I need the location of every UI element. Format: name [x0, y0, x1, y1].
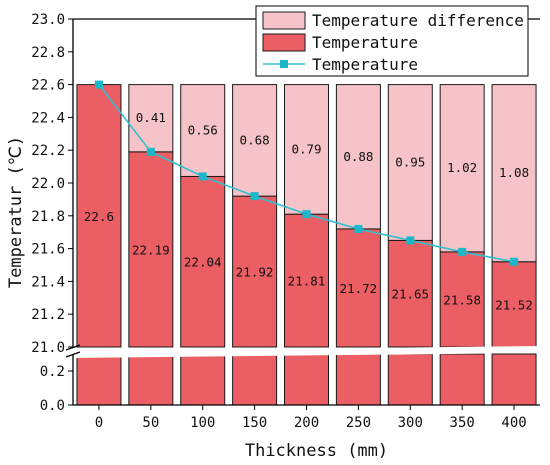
- bar-temperature-lower: [232, 353, 278, 406]
- legend-label-temperature-line: Temperature: [312, 55, 418, 74]
- bar-temperature-lower: [491, 353, 537, 406]
- data-label-temperature-difference: 0.79: [291, 141, 321, 156]
- line-marker: [302, 210, 311, 219]
- y-tick-label: 22.4: [31, 110, 65, 126]
- y-tick-label: 22.2: [31, 143, 65, 159]
- data-label-temperature: 21.58: [443, 292, 481, 307]
- axis-break-mark: [65, 351, 81, 358]
- legend-label-temperature: Temperature: [312, 33, 418, 52]
- bar-temperature: [491, 261, 537, 348]
- data-label-temperature: 21.65: [391, 287, 429, 302]
- bar-temperature-lower: [76, 353, 122, 406]
- data-label-temperature-difference: 0.95: [395, 155, 425, 170]
- bar-temperature-lower: [387, 353, 433, 406]
- bar-temperature: [387, 239, 433, 348]
- x-tick-label: 350: [450, 415, 475, 431]
- data-label-temperature: 22.19: [132, 242, 170, 257]
- x-tick-label: 50: [142, 415, 159, 431]
- bar-temperature: [232, 195, 278, 348]
- bar-temperature-lower: [180, 353, 226, 406]
- data-label-temperature: 22.04: [184, 255, 222, 270]
- y-tick-label: 21.8: [31, 209, 65, 225]
- line-marker: [250, 192, 259, 201]
- data-label-temperature-difference: 0.68: [240, 132, 270, 147]
- bar-temperature-difference: [491, 84, 537, 263]
- y-tick-label: 22.6: [31, 78, 65, 94]
- bar-temperature-difference: [387, 84, 433, 241]
- data-label-temperature: 21.92: [236, 265, 274, 280]
- legend-swatch-temperature: [262, 33, 306, 52]
- bar-temperature: [180, 175, 226, 348]
- bar-temperature-lower: [284, 353, 329, 406]
- y-axis-title: Temperatur (℃): [6, 136, 26, 288]
- bar-temperature: [335, 228, 381, 348]
- data-label-temperature-difference: 1.02: [447, 160, 477, 175]
- bar-temperature: [284, 213, 329, 348]
- bar-temperature-difference: [439, 84, 485, 253]
- bar-temperature-difference: [335, 84, 381, 230]
- data-label-temperature: 21.72: [340, 281, 378, 296]
- line-marker: [354, 224, 363, 233]
- y-tick-label: 21.4: [31, 274, 65, 290]
- line-marker: [458, 247, 467, 256]
- bars: [76, 84, 537, 406]
- data-label-temperature: 21.81: [288, 274, 326, 289]
- y-tick-label: 23.0: [31, 12, 65, 28]
- axis-break-gap: [67, 346, 542, 358]
- x-tick-label: 400: [501, 415, 526, 431]
- data-label-temperature-difference: 0.88: [343, 149, 373, 164]
- x-tick-label: 100: [190, 415, 215, 431]
- bar-temperature: [128, 151, 174, 348]
- data-label-temperature: 21.52: [495, 297, 533, 312]
- y-tick-label: 0.2: [40, 364, 65, 380]
- bar-temperature: [76, 84, 122, 348]
- y-tick-label: 0.0: [40, 398, 65, 414]
- y-tick-label: 21.0: [31, 340, 65, 356]
- legend-swatch-marker: [280, 60, 288, 68]
- bar-temperature-difference: [180, 84, 226, 177]
- bar-temperature-difference: [232, 84, 278, 197]
- x-tick-label: 300: [398, 415, 423, 431]
- y-tick-label: 21.2: [31, 307, 65, 323]
- line-marker: [146, 147, 155, 156]
- bar-temperature-lower: [439, 353, 485, 406]
- data-label-temperature-difference: 0.56: [188, 123, 218, 138]
- x-tick-label: 200: [294, 415, 319, 431]
- bar-temperature-lower: [335, 353, 381, 406]
- data-label-temperature: 22.6: [84, 209, 114, 224]
- line-marker: [406, 236, 415, 245]
- legend-label-temperature-difference: Temperature difference: [312, 11, 524, 30]
- line-marker: [510, 257, 519, 266]
- bar-temperature-difference: [284, 84, 329, 215]
- x-tick-label: 150: [242, 415, 267, 431]
- x-axis-title: Thickness (mm): [245, 441, 388, 461]
- y-tick-label: 22.8: [31, 45, 65, 61]
- y-tick-label: 21.6: [31, 242, 65, 258]
- line-marker: [94, 80, 103, 89]
- x-tick-label: 0: [95, 415, 103, 431]
- data-label-temperature-difference: 0.41: [136, 110, 166, 125]
- y-tick-label: 22.0: [31, 176, 65, 192]
- legend: [255, 5, 529, 77]
- bar-temperature-lower: [128, 353, 174, 406]
- line-marker: [198, 172, 207, 181]
- legend-swatch-temperature-difference: [262, 11, 306, 30]
- data-label-temperature-difference: 1.08: [499, 165, 529, 180]
- x-tick-label: 250: [346, 415, 371, 431]
